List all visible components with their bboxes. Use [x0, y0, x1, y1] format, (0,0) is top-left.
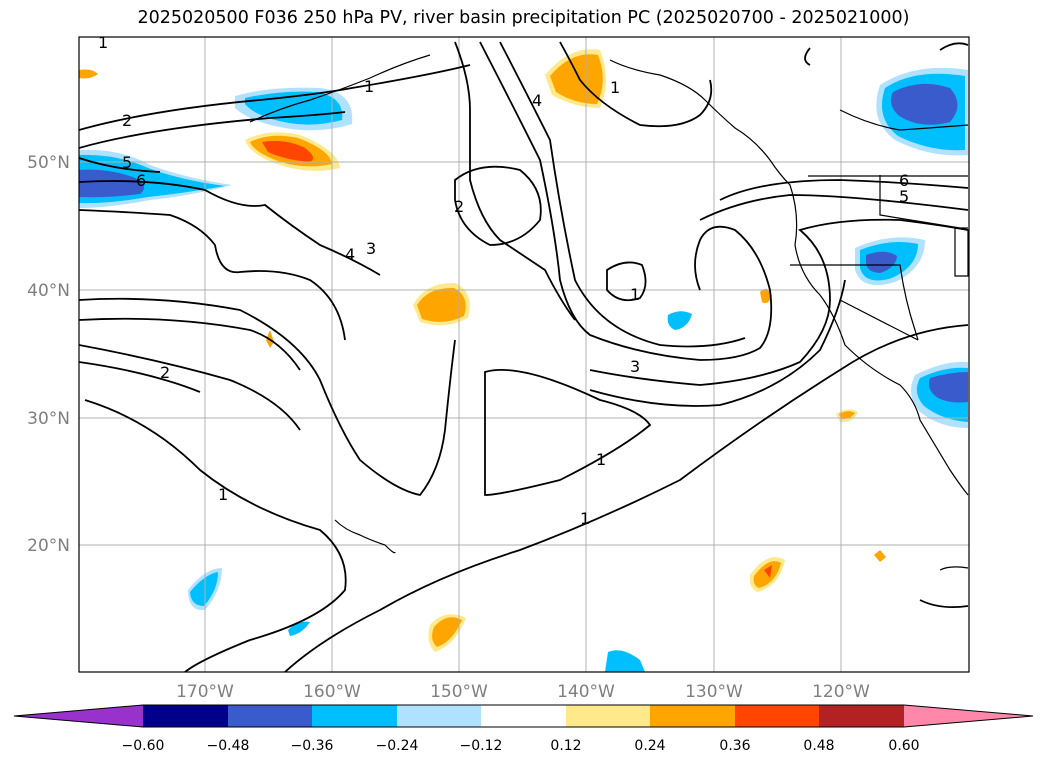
lat-tick-label: 40°N [27, 281, 70, 301]
colorbar-swatch [143, 705, 228, 727]
precip-shading [79, 49, 968, 672]
contour-label: 2 [454, 197, 464, 216]
lat-tick-label: 20°N [27, 536, 70, 556]
lon-tick-label: 130°W [685, 682, 743, 702]
lon-tick-label: 140°W [557, 682, 615, 702]
colorbar-tick-label: 0.12 [550, 738, 581, 754]
contour-label: 1 [610, 78, 620, 97]
map-title: 2025020500 F036 250 hPa PV, river basin … [137, 8, 910, 28]
contour-label: 2 [160, 363, 170, 382]
lon-tick-label: 170°W [176, 682, 234, 702]
colorbar-swatch [650, 705, 735, 727]
colorbar-tick-label: −0.36 [291, 738, 334, 754]
colorbar-tick-label: −0.60 [122, 738, 165, 754]
precip-pos-region [874, 550, 886, 562]
colorbar-swatch [312, 705, 397, 727]
colorbar-ticks: −0.60 −0.48 −0.36 −0.24 −0.12 0.12 0.24 … [122, 738, 920, 754]
contour-label: 3 [630, 357, 640, 376]
colorbar-tick-label: −0.12 [460, 738, 503, 754]
precip-pos-region [262, 140, 314, 162]
pv-contours [79, 41, 969, 672]
colorbar-tick-label: 0.48 [803, 738, 834, 754]
map-panel [79, 37, 969, 672]
lat-tick-label: 50°N [27, 153, 70, 173]
contour-label: 1 [218, 485, 228, 504]
precip-pos-region [79, 69, 98, 79]
colorbar-extend-low [14, 705, 143, 727]
colorbar-tick-label: −0.48 [207, 738, 250, 754]
contour-label: 6 [136, 171, 146, 190]
colorbar-swatch [397, 705, 481, 727]
contour-label: 2 [122, 111, 132, 130]
colorbar-tick-label: −0.24 [376, 738, 419, 754]
precip-neg-region [190, 572, 218, 606]
precip-neg-region [667, 311, 692, 330]
lon-tick-label: 120°W [812, 682, 870, 702]
colorbar-tick-label: 0.36 [719, 738, 750, 754]
map-frame [78, 36, 970, 673]
contour-label: 5 [899, 187, 909, 206]
precip-neg-region [929, 372, 968, 403]
lon-tick-label: 150°W [430, 682, 488, 702]
contour-label: 1 [596, 450, 606, 469]
colorbar-outline [13, 704, 1034, 728]
precip-neg-region [288, 621, 310, 636]
colorbar: −0.60 −0.48 −0.36 −0.24 −0.12 0.12 0.24 … [13, 704, 1034, 754]
contour-label: 1 [580, 509, 590, 528]
precip-pos-region [764, 565, 772, 578]
lat-tick-labels: 50°N 40°N 30°N 20°N [27, 153, 70, 556]
colorbar-swatch [481, 705, 566, 727]
contour-label: 1 [364, 77, 374, 96]
precip-pos-region [753, 561, 781, 588]
colorbar-swatch [566, 705, 650, 727]
lat-tick-label: 30°N [27, 409, 70, 429]
graticule [79, 37, 969, 672]
contour-label: 4 [345, 245, 355, 264]
colorbar-tick-label: 0.24 [634, 738, 665, 754]
precip-pos-region [417, 287, 466, 322]
contour-label: 6 [899, 171, 909, 190]
colorbar-extend-high [904, 705, 1033, 727]
contour-label: 3 [366, 239, 376, 258]
precip-neg-region [605, 650, 645, 672]
precip-neg-region [79, 169, 144, 198]
colorbar-tick-label: 0.60 [888, 738, 919, 754]
contour-labels: 1 1 1 1 1 1 1 2 2 2 3 3 4 4 5 5 6 6 [98, 33, 909, 528]
precip-pos-region [760, 288, 772, 304]
contour-label: 4 [532, 91, 542, 110]
precip-pos-region [432, 617, 462, 647]
precip-neg-region [890, 83, 958, 125]
colorbar-swatch [735, 705, 819, 727]
contour-label: 5 [122, 153, 132, 172]
lon-tick-labels: 170°W 160°W 150°W 140°W 130°W 120°W [176, 682, 870, 702]
coastlines [249, 54, 969, 571]
precip-neg-region [866, 251, 897, 273]
lon-tick-label: 160°W [303, 682, 361, 702]
contour-label: 1 [98, 33, 108, 52]
colorbar-swatch [228, 705, 312, 727]
colorbar-swatch [819, 705, 904, 727]
precip-pos-region [839, 411, 855, 420]
contour-label: 1 [630, 285, 640, 304]
